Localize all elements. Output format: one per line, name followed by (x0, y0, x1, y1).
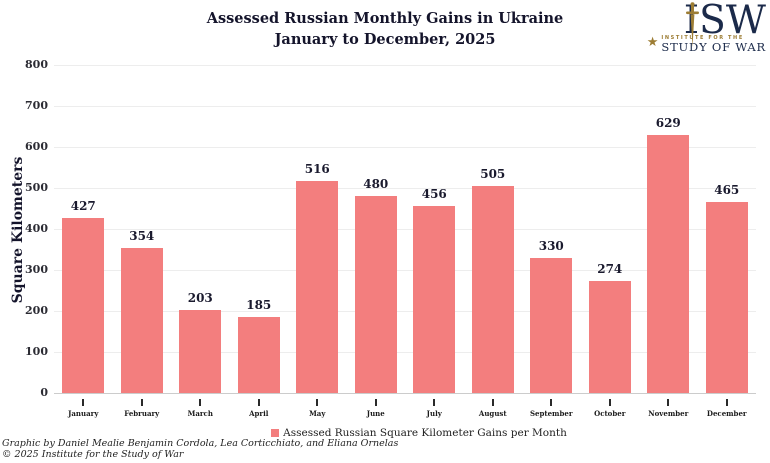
chart-title: Assessed Russian Monthly Gains in Ukrain… (0, 8, 770, 50)
x-tick (257, 399, 260, 406)
chart-title-line1: Assessed Russian Monthly Gains in Ukrain… (206, 10, 564, 27)
x-tick (374, 399, 377, 406)
footer: Graphic by Daniel Mealie Benjamin Cordol… (2, 438, 398, 460)
bar-october (588, 280, 631, 393)
sword-icon (685, 2, 699, 47)
bar-value-label: 185 (246, 298, 272, 313)
footer-credit: Graphic by Daniel Mealie Benjamin Cordol… (2, 438, 399, 449)
isw-institute-text: INSTITUTE FOR THE (661, 35, 744, 41)
isw-logo: ISW ★ INSTITUTE FOR THE STUDY OF WAR (638, 1, 766, 53)
x-tick-label-december: December (706, 409, 747, 418)
legend-swatch (271, 429, 280, 437)
plot-area: 427 354 203 185 516 480 456 505 330 274 629 465 (54, 65, 756, 394)
x-tick (82, 399, 85, 406)
gridline (54, 106, 756, 107)
x-tick (491, 399, 494, 406)
y-tick-label: 0 (40, 386, 48, 399)
bar-value-label: 629 (655, 116, 681, 131)
isw-acronym: ISW (683, 0, 766, 43)
x-tick (725, 399, 728, 406)
bar-january (62, 217, 105, 393)
legend-label: Assessed Russian Square Kilometer Gains … (283, 427, 567, 439)
gridline (54, 352, 756, 353)
bar-value-label: 203 (187, 290, 213, 305)
bar-july (413, 206, 456, 393)
x-tick-label-august: August (478, 409, 507, 418)
x-tick (140, 399, 143, 406)
star-icon: ★ (646, 35, 659, 50)
y-tick-label: 100 (25, 345, 48, 358)
x-tick-label-april: April (249, 409, 269, 418)
x-tick (199, 399, 202, 406)
bar-june (354, 196, 397, 393)
bar-march (179, 309, 222, 393)
x-tick-label-july: July (426, 409, 442, 418)
x-tick-label-november: November (648, 409, 689, 418)
x-tick (667, 399, 670, 406)
x-tick (550, 399, 553, 406)
y-tick-label: 800 (25, 58, 48, 71)
bar-may (296, 181, 339, 393)
x-tick-label-february: February (124, 409, 160, 418)
bar-november (647, 135, 690, 393)
isw-logo-wordmark: ISW (683, 0, 766, 47)
bar-value-label: 516 (304, 162, 330, 177)
bar-value-label: 465 (714, 183, 740, 198)
bar-april (237, 317, 280, 393)
bar-value-label: 274 (597, 261, 623, 276)
bar-february (120, 247, 163, 393)
gridline (54, 65, 756, 66)
gridline (54, 188, 756, 189)
y-tick-label: 700 (25, 99, 48, 112)
y-tick-label: 500 (25, 181, 48, 194)
x-tick (316, 399, 319, 406)
x-tick-label-october: October (594, 409, 626, 418)
x-tick-label-june: June (366, 409, 385, 418)
bar-value-label: 480 (363, 177, 389, 192)
bar-value-label: 427 (70, 198, 96, 213)
x-tick-label-march: March (187, 409, 213, 418)
x-tick (608, 399, 611, 406)
y-tick-label: 200 (25, 304, 48, 317)
y-tick-label: 400 (25, 222, 48, 235)
gridline (54, 229, 756, 230)
bar-value-label: 505 (480, 166, 506, 181)
y-tick-label: 300 (25, 263, 48, 276)
bar-december (705, 202, 748, 393)
x-tick-label-january: January (68, 409, 99, 418)
y-tick-label: 600 (25, 140, 48, 153)
bar-september (530, 257, 573, 393)
bar-value-label: 354 (129, 228, 155, 243)
legend: Assessed Russian Square Kilometer Gains … (54, 427, 770, 439)
gridline (54, 270, 756, 271)
isw-logo-subtitle: ★ INSTITUTE FOR THE STUDY OF WAR (638, 35, 766, 54)
footer-copyright: © 2025 Institute for the Study of War (2, 449, 184, 461)
x-tick-label-may: May (309, 409, 326, 418)
gridline (54, 147, 756, 148)
bar-value-label: 330 (538, 238, 564, 253)
bar-august (471, 185, 514, 393)
bar-value-label: 456 (421, 187, 447, 202)
x-tick (433, 399, 436, 406)
gridline (54, 311, 756, 312)
x-axis-baseline (54, 393, 756, 394)
chart-title-line2: January to December, 2025 (274, 31, 496, 49)
x-tick-label-september: September (529, 409, 573, 418)
isw-study-of-war-text: STUDY OF WAR (661, 40, 766, 54)
